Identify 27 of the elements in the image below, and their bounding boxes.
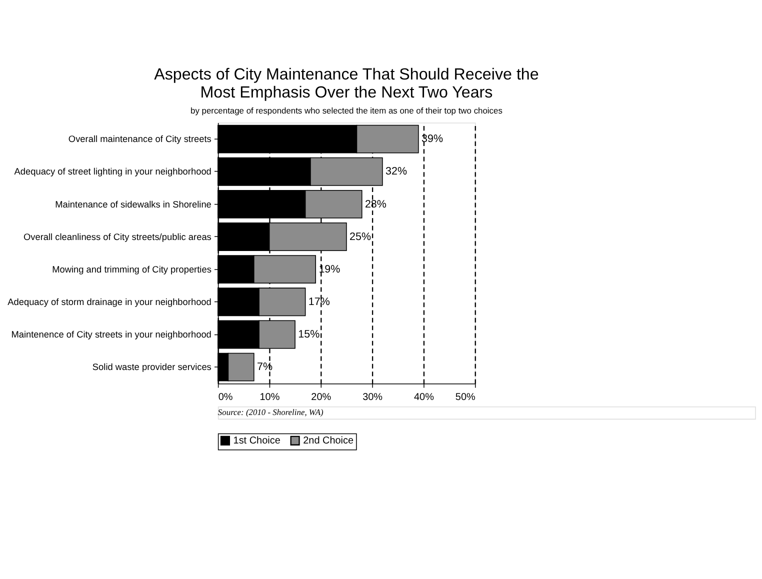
total-label: 15% <box>298 328 320 341</box>
x-tick-label: 40% <box>414 392 434 403</box>
total-label: 17% <box>308 296 330 308</box>
y-tick-label: Mowing and trimming of City properties <box>52 264 212 274</box>
x-tick-label: 20% <box>311 392 332 403</box>
total-label: 19% <box>318 263 341 276</box>
y-tick-label: Maintenance of sidewalks in Shoreline <box>55 199 212 210</box>
chart-subtitle: by percentage of respondents who selected the item as one of their top two choices <box>190 105 502 116</box>
y-tick-label: Adequacy of street lighting in your neighborhood <box>14 166 212 177</box>
source-note: Source: (2010 - Shoreline, WA) <box>218 406 324 417</box>
x-tick-label: 50% <box>455 392 476 403</box>
total-label: 7% <box>256 361 273 374</box>
text: Aspects of City Maintenance That Should Receive the <box>154 66 539 84</box>
total-label: 39% <box>422 133 444 146</box>
legend-label: 1st Choice <box>233 436 281 447</box>
y-tick-label: Maintenence of City streets in your neighborhood <box>11 330 212 340</box>
total-label: 32% <box>386 166 408 178</box>
y-tick-label: Overall cleanliness of City streets/public areas <box>23 232 212 242</box>
y-tick-label: Adequacy of storm drainage in your neighborhood <box>8 296 212 307</box>
y-tick-label: Overall maintenance of City streets <box>68 134 212 144</box>
x-tick-label: 0% <box>218 392 233 403</box>
legend-label: 2nd Choice <box>303 436 354 447</box>
total-label: 25% <box>350 230 372 243</box>
x-tick-label: 30% <box>362 392 383 403</box>
y-tick-label: Solid waste provider services <box>92 362 212 372</box>
text: Most Emphasis Over the Next Two Years <box>200 83 493 102</box>
x-tick-label: 10% <box>260 392 280 403</box>
